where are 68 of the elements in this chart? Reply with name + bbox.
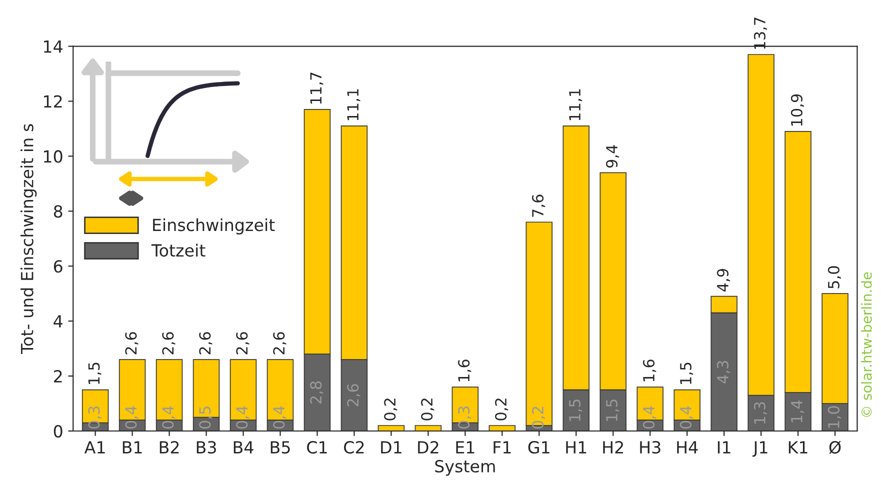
x-tick-label: J1 bbox=[752, 441, 768, 457]
y-tick-label: 4 bbox=[54, 315, 62, 328]
x-tick-label: F1 bbox=[494, 441, 511, 454]
x-tick-label: D1 bbox=[381, 441, 402, 454]
total-label: 2,6 bbox=[162, 332, 176, 354]
total-label: 11,1 bbox=[569, 89, 582, 120]
data-label: 0,4 bbox=[236, 406, 250, 429]
x-tick-label: B2 bbox=[160, 441, 179, 454]
total-label: 5,0 bbox=[828, 266, 842, 288]
legend-label: Einschwingzeit bbox=[153, 218, 275, 234]
data-label: 0,4 bbox=[642, 406, 656, 429]
y-tick-label: 6 bbox=[54, 260, 62, 273]
total-label: 2,6 bbox=[273, 332, 286, 354]
x-tick-label: I1 bbox=[718, 441, 730, 454]
x-tick-label: B4 bbox=[234, 441, 254, 454]
total-label: 10,9 bbox=[790, 94, 804, 126]
x-tick-label: H1 bbox=[566, 441, 586, 454]
x-tick-label: C1 bbox=[307, 441, 327, 454]
data-label: 0,3 bbox=[458, 406, 472, 429]
total-label: 1,6 bbox=[642, 360, 656, 382]
total-label: 9,4 bbox=[606, 145, 620, 168]
bar bbox=[378, 425, 405, 431]
data-label: 0,4 bbox=[273, 406, 286, 429]
y-axis-title: Tot- und Einschwingzeit in s bbox=[20, 124, 37, 354]
total-label: 2,6 bbox=[199, 332, 212, 354]
bar bbox=[414, 425, 442, 431]
total-label: 1,5 bbox=[88, 362, 102, 384]
x-axis-title: System bbox=[435, 460, 495, 476]
data-label: 0,4 bbox=[162, 406, 176, 429]
y-tick-label: 12 bbox=[44, 95, 62, 108]
x-tick-label: K1 bbox=[788, 441, 808, 454]
y-tick-label: 0 bbox=[54, 424, 62, 438]
x-tick-label: H4 bbox=[677, 441, 698, 454]
data-label: 0,4 bbox=[125, 406, 138, 429]
data-label: 0,2 bbox=[532, 406, 546, 429]
x-tick-label: A1 bbox=[84, 441, 105, 454]
legend-label: Totzeit bbox=[151, 244, 206, 257]
total-label: 2,6 bbox=[125, 332, 138, 354]
total-label: 2,6 bbox=[236, 332, 250, 354]
y-tick-label: 14 bbox=[44, 40, 62, 53]
total-label: 7,6 bbox=[532, 194, 546, 217]
x-tick-label: E1 bbox=[456, 441, 474, 454]
data-label: 0,5 bbox=[199, 406, 212, 429]
x-tick-label: B1 bbox=[122, 441, 142, 454]
text: © solar.htw-berlin.de bbox=[861, 272, 872, 417]
total-label: 0,2 bbox=[495, 398, 508, 420]
y-tick-label: 8 bbox=[54, 205, 62, 218]
data-label: 0,4 bbox=[680, 406, 694, 429]
total-label: 0,2 bbox=[384, 398, 398, 420]
total-label: 1,5 bbox=[680, 362, 694, 384]
data-label: 0,3 bbox=[88, 406, 102, 429]
total-label: 1,6 bbox=[458, 360, 472, 382]
x-tick-label: H3 bbox=[640, 441, 660, 454]
x-tick-label: B3 bbox=[196, 441, 216, 454]
x-tick-label: B5 bbox=[270, 441, 290, 454]
x-tick-label: C2 bbox=[344, 441, 364, 454]
x-tick-label: Ø bbox=[829, 440, 841, 454]
total-label: 11,7 bbox=[310, 72, 324, 104]
total-label: 11,1 bbox=[347, 89, 360, 120]
x-tick-label: D2 bbox=[418, 441, 438, 454]
x-tick-label: H2 bbox=[603, 441, 624, 454]
y-tick-label: 10 bbox=[44, 150, 62, 163]
y-tick-label: 2 bbox=[54, 370, 62, 382]
x-tick-label: G1 bbox=[528, 441, 550, 454]
total-label: 13,7 bbox=[754, 18, 768, 49]
total-label: 4,9 bbox=[716, 268, 730, 292]
bar bbox=[488, 425, 516, 431]
total-label: 0,2 bbox=[421, 398, 434, 420]
